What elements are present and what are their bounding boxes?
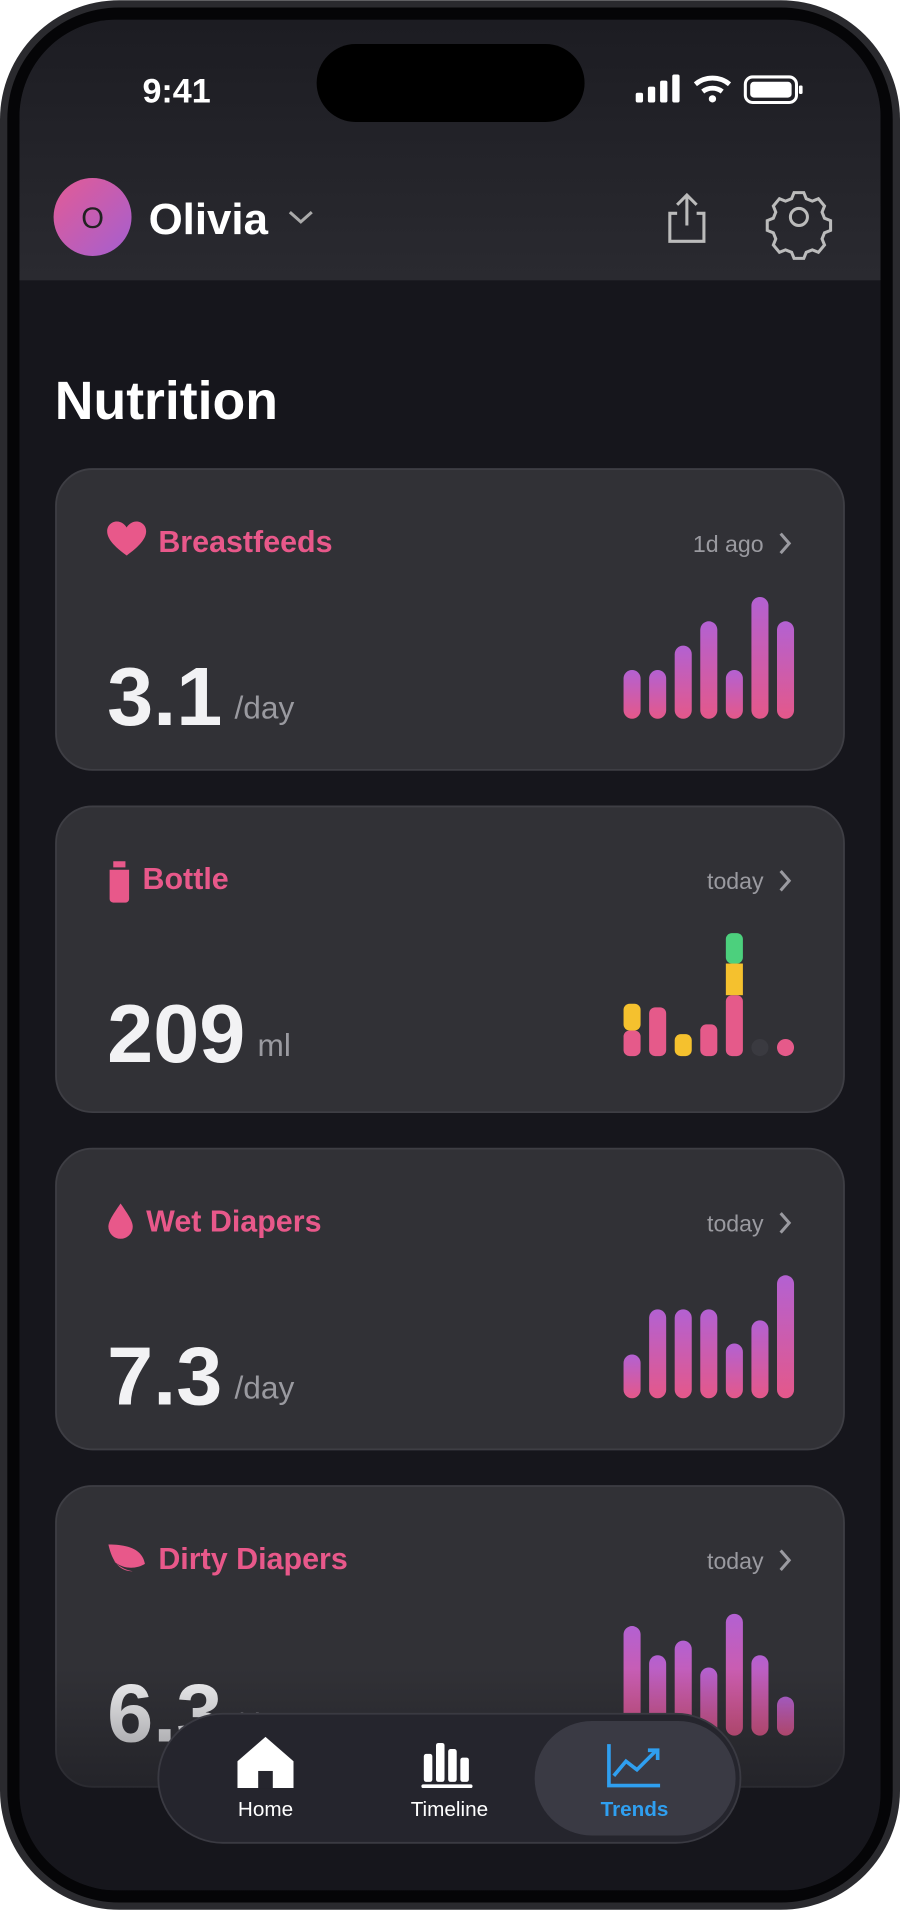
mini-segment (725, 933, 743, 964)
card-unit: /day (234, 690, 294, 726)
mini-segment (700, 1024, 718, 1057)
card[interactable]: Wet Diapers today 7.3/day (55, 1147, 845, 1451)
trends-icon (607, 1744, 661, 1788)
mini-bar (725, 1343, 743, 1399)
card-unit: /day (234, 1369, 294, 1405)
mini-bar (776, 621, 795, 719)
mini-bar (725, 670, 743, 719)
mini-segment (725, 995, 743, 1057)
mini-bar (700, 621, 718, 719)
card[interactable]: Bottle today 209 ml (55, 805, 845, 1114)
card-title: Breastfeeds (158, 525, 332, 559)
dropdown-chevron[interactable] (288, 210, 313, 224)
timeline-icon (421, 1742, 473, 1789)
card-unit: ml (258, 1027, 291, 1063)
mini-bar (674, 1309, 692, 1399)
section-title: Nutrition (55, 371, 278, 431)
mini-bar (649, 1309, 667, 1399)
mini-bar (776, 1275, 795, 1399)
mini-segment (649, 1007, 667, 1057)
card-bg (55, 1147, 845, 1451)
status-time: 9:41 (142, 72, 210, 110)
card-title: Dirty Diapers (158, 1542, 347, 1576)
mini-bar (751, 596, 769, 719)
card-value: 209 (107, 987, 245, 1080)
card-icon (109, 861, 130, 903)
share-button[interactable] (668, 192, 706, 243)
card[interactable]: Breastfeeds 1d ago 3.1/day (55, 468, 845, 771)
avatar-initial: O (81, 203, 104, 235)
card-icon (108, 1544, 145, 1572)
card-icon (107, 521, 147, 556)
mini-bar (751, 1320, 769, 1399)
card-chevron (779, 1212, 792, 1234)
mini-bar (623, 1354, 641, 1399)
card-time: today (707, 1210, 764, 1236)
mini-bar (674, 645, 692, 719)
card-value: 3.1 (107, 650, 222, 743)
home-icon (237, 1736, 294, 1789)
card-chevron (779, 532, 792, 555)
card-value: 7.3 (107, 1329, 222, 1422)
card-bg (55, 468, 845, 771)
card-chevron (779, 1549, 792, 1572)
profile-name[interactable]: Olivia (149, 195, 269, 244)
mini-segment (674, 1034, 692, 1057)
tab-home[interactable]: Home (238, 1798, 293, 1821)
mini-segment (623, 1003, 641, 1031)
card-title: Wet Diapers (146, 1204, 321, 1238)
card-chevron (779, 869, 792, 892)
card-time: today (707, 868, 764, 894)
tab-timeline[interactable]: Timeline (411, 1798, 488, 1821)
mini-dot (751, 1039, 769, 1057)
status-icons (635, 74, 803, 105)
settings-button[interactable] (765, 191, 833, 260)
card-icon (108, 1203, 133, 1239)
card-title: Bottle (142, 862, 228, 896)
card-time: today (707, 1548, 764, 1574)
mini-bar (623, 670, 641, 719)
mini-segment (725, 963, 743, 996)
mini-bar (700, 1309, 718, 1399)
mini-segment (623, 1030, 641, 1057)
mini-dot (776, 1039, 795, 1057)
dynamic-island (316, 44, 585, 122)
card-time: 1d ago (693, 531, 764, 557)
tab-trends[interactable]: Trends (601, 1798, 669, 1821)
mini-bar (649, 670, 667, 719)
card-bg (55, 805, 845, 1114)
avatar[interactable] (53, 178, 132, 256)
tab-selected-bg (534, 1721, 736, 1836)
